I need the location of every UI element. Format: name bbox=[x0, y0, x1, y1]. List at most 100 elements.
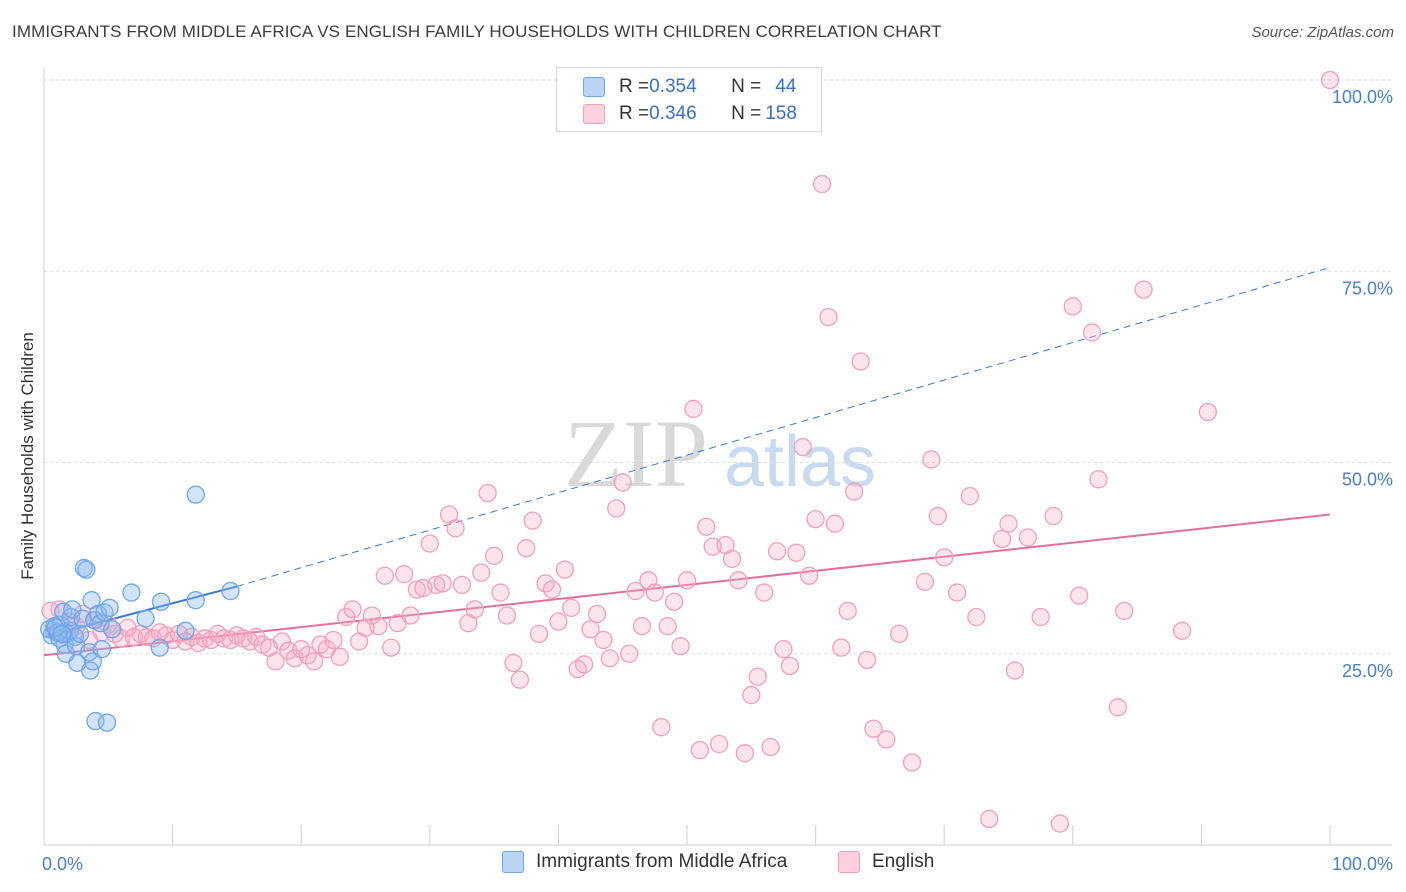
point-english bbox=[1108, 698, 1127, 717]
point-english bbox=[517, 539, 536, 558]
point-middle-africa bbox=[136, 609, 155, 628]
point-english bbox=[272, 632, 292, 651]
point-english bbox=[664, 592, 684, 611]
point-english bbox=[915, 572, 935, 591]
point-english bbox=[1050, 814, 1070, 833]
point-english bbox=[304, 652, 324, 671]
point-english bbox=[1082, 323, 1102, 342]
legend-n-label: N = bbox=[731, 76, 762, 97]
point-middle-africa bbox=[77, 560, 96, 579]
source-label: Source: ZipAtlas.com bbox=[1251, 24, 1394, 41]
legend-item-middle-africa[interactable]: Immigrants from Middle Africa bbox=[502, 851, 787, 873]
point-english bbox=[382, 638, 401, 657]
point-english bbox=[375, 566, 394, 585]
point-english bbox=[780, 656, 800, 676]
point-english bbox=[922, 450, 941, 469]
point-english bbox=[857, 650, 877, 670]
watermark: ZIP atlas bbox=[564, 400, 876, 507]
point-english bbox=[832, 638, 851, 657]
y-tick-label: 25.0% bbox=[1342, 661, 1393, 681]
point-english bbox=[324, 630, 343, 650]
legend-row-english: R = 0.346 N = 158 bbox=[583, 103, 797, 125]
point-english bbox=[774, 640, 793, 659]
point-english bbox=[806, 509, 825, 529]
point-english bbox=[999, 514, 1018, 533]
point-english bbox=[935, 548, 954, 567]
point-english bbox=[1134, 280, 1153, 299]
point-english bbox=[600, 649, 619, 668]
point-english bbox=[369, 617, 388, 636]
point-english bbox=[1070, 586, 1089, 605]
point-middle-africa bbox=[83, 652, 103, 671]
point-middle-africa bbox=[97, 713, 117, 732]
legend-n-value: 158 bbox=[765, 103, 797, 124]
point-english bbox=[1198, 402, 1217, 422]
point-english bbox=[677, 571, 697, 590]
x-tick-label: 0.0% bbox=[42, 854, 83, 874]
point-english bbox=[594, 630, 613, 650]
point-english bbox=[902, 753, 922, 772]
point-english bbox=[722, 549, 742, 569]
legend-item-english[interactable]: English bbox=[838, 851, 934, 873]
legend-row-middle-africa: R = 0.354 N = 44 bbox=[583, 76, 796, 98]
point-english bbox=[497, 606, 517, 625]
point-english bbox=[812, 174, 832, 194]
point-english bbox=[362, 606, 382, 625]
point-english bbox=[619, 644, 639, 663]
point-middle-africa bbox=[61, 607, 81, 627]
point-english bbox=[800, 566, 819, 585]
point-english bbox=[1172, 621, 1192, 640]
point-english bbox=[838, 601, 857, 621]
point-english bbox=[793, 438, 812, 457]
point-middle-africa bbox=[63, 600, 82, 619]
point-english bbox=[819, 307, 838, 327]
point-english bbox=[947, 583, 967, 602]
point-middle-africa bbox=[122, 583, 141, 602]
point-middle-africa bbox=[86, 711, 105, 731]
legend-label: English bbox=[872, 851, 935, 872]
trend-line-english bbox=[43, 513, 1331, 657]
point-english bbox=[529, 624, 549, 644]
point-english bbox=[465, 600, 484, 619]
point-english bbox=[613, 473, 632, 492]
point-english bbox=[549, 612, 568, 631]
legend-swatch-blue bbox=[583, 77, 605, 97]
trend-line-extension bbox=[236, 266, 1331, 587]
point-english bbox=[523, 511, 542, 530]
point-english bbox=[1089, 470, 1108, 489]
point-english bbox=[671, 636, 690, 656]
point-english bbox=[690, 740, 710, 760]
point-english bbox=[562, 598, 581, 617]
y-tick-label: 100.0% bbox=[1332, 87, 1393, 107]
point-english bbox=[555, 560, 574, 579]
x-tick-label: 100.0% bbox=[1332, 854, 1393, 874]
point-english bbox=[407, 580, 427, 599]
point-middle-africa bbox=[221, 581, 240, 601]
point-english bbox=[452, 575, 472, 595]
point-middle-africa bbox=[100, 598, 119, 617]
legend-swatch-pink bbox=[838, 851, 860, 873]
point-english bbox=[343, 600, 362, 619]
legend-r-label: R = bbox=[619, 103, 650, 124]
point-english bbox=[401, 606, 420, 625]
point-english bbox=[1115, 601, 1134, 621]
legend-n-label: N = bbox=[731, 103, 762, 124]
point-middle-africa bbox=[103, 620, 122, 639]
correlation-legend: R = 0.354 N = 44 R = 0.346 N = 158 bbox=[556, 67, 822, 132]
chart-title: IMMIGRANTS FROM MIDDLE AFRICA VS ENGLISH… bbox=[12, 22, 942, 41]
point-english bbox=[735, 744, 755, 763]
legend-label: Immigrants from Middle Africa bbox=[536, 851, 788, 872]
legend-r-value: 0.354 bbox=[649, 76, 697, 97]
point-english bbox=[607, 499, 626, 518]
point-english bbox=[472, 563, 491, 582]
point-english bbox=[433, 574, 452, 593]
point-english bbox=[420, 534, 439, 553]
point-english bbox=[446, 519, 465, 538]
point-english bbox=[960, 487, 980, 506]
point-middle-africa bbox=[186, 485, 205, 504]
point-english bbox=[632, 617, 652, 636]
point-english bbox=[742, 685, 761, 705]
point-english bbox=[761, 737, 780, 757]
legend-swatch-pink bbox=[583, 104, 605, 124]
point-english bbox=[767, 542, 787, 561]
